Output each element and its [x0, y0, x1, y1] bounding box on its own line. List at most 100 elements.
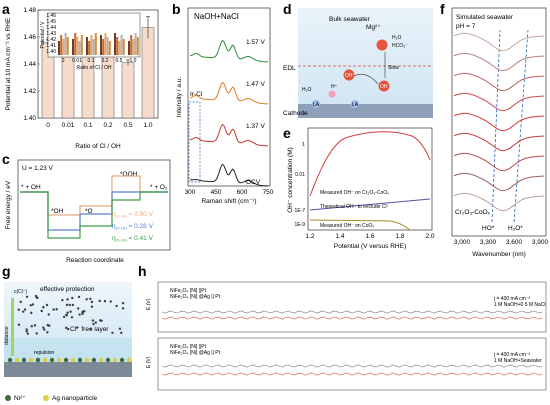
panel-c-ylabel: Free energy / eV	[5, 180, 12, 229]
surface-particle-17	[126, 357, 132, 363]
chloride-dot-18	[76, 307, 80, 310]
surface-particle-4	[35, 357, 41, 363]
chloride-dot-44	[46, 331, 49, 334]
surface-particle-1	[14, 357, 20, 363]
chloride-dot-52	[19, 300, 22, 304]
bottom-note-electrolyte: 1 M NaOH+Seawater	[494, 358, 542, 364]
chloride-dot-30	[121, 307, 125, 310]
panel-e-label: e	[283, 125, 291, 141]
inset-x-tick-5: 1.0	[130, 58, 137, 64]
electrode-base	[4, 362, 132, 377]
inset-bar-1-0	[72, 39, 74, 55]
panel-f-subtitle: pH = 7	[456, 23, 476, 30]
panel-c-xlabel: Reaction coordinate	[66, 257, 124, 264]
panel-c-title: U = 1.23 V	[22, 165, 54, 172]
panel-a-xlabel: Ratio of Cl / OH	[75, 143, 121, 150]
panel-h-top-ylabel: E (V)	[146, 298, 152, 310]
h2o-bottom-label: H₂O	[302, 87, 312, 93]
raman-x-tick-2: 600	[237, 189, 248, 196]
spectrum-3	[453, 92, 545, 112]
spectrum-7	[453, 172, 545, 192]
series-cr2o3-coox	[309, 131, 431, 197]
mg-label: Mg²⁺	[366, 24, 381, 31]
inset-bar-2-3	[92, 39, 95, 55]
chloride-dot-6	[89, 297, 92, 301]
inset-bar-5-2	[132, 39, 135, 55]
panel-f-label: f	[440, 1, 445, 17]
chloride-dot-15	[90, 305, 94, 308]
raman-label-3: OCV	[246, 179, 261, 186]
inset-bar-2-4	[94, 33, 97, 55]
panel-f-chart: Simulated seawater pH = 7 Wavenumber (nm…	[451, 7, 549, 258]
panel-f-xlabel: Wavenumber (nm)	[472, 251, 526, 258]
chloride-dot-63	[42, 306, 45, 309]
inset-bar-2-0	[86, 37, 88, 55]
chloride-dot-38	[118, 327, 122, 330]
panel-f-sample-label: Cr₂O₃-CoOₓ	[455, 209, 491, 216]
hco3-label: HCO₃⁻	[392, 43, 408, 49]
chloride-dot-45	[17, 308, 20, 311]
inset-bar-1-1	[74, 33, 77, 55]
panel-a-chart: Potential at 10 mA cm⁻² vs RHE Ratio of …	[5, 7, 159, 150]
bar-5	[141, 27, 155, 119]
spectrum-6	[453, 152, 545, 172]
distance-axis-label: distance	[4, 326, 10, 345]
chloride-dot-47	[26, 332, 30, 335]
panel-d-background	[298, 8, 433, 118]
chloride-dot-34	[45, 303, 49, 307]
chloride-dot-11	[120, 331, 123, 335]
chloride-dot-68	[69, 310, 72, 313]
energy-path-2	[20, 191, 168, 239]
chloride-dot-59	[109, 300, 112, 303]
chloride-dot-58	[75, 326, 79, 329]
chloride-dot-3	[25, 328, 28, 331]
x-tick-1: 0.01	[62, 122, 75, 129]
inset-y-tick-2: 1.44	[46, 25, 56, 31]
inset-bar-4-2	[118, 41, 121, 55]
inset-bar-0-4	[66, 37, 69, 55]
chloride-dot-54	[89, 327, 92, 331]
chloride-dot-21	[25, 329, 28, 333]
raman-curve-2	[189, 123, 269, 147]
chloride-dot-36	[46, 323, 49, 327]
chloride-dot-37	[111, 331, 114, 334]
chloride-dot-22	[43, 328, 46, 331]
inset-bar-5-1	[130, 35, 133, 55]
inset-bar-0-1	[60, 35, 63, 55]
inset-bar-3-1	[102, 39, 105, 55]
panel-a-inset-xlabel: Ratio of Cl / OH	[76, 65, 111, 71]
ni-legend-marker	[5, 395, 11, 401]
inset-bar-4-0	[114, 33, 116, 55]
y-tick-2: 1.44	[23, 61, 36, 68]
surface-particle-7	[56, 357, 62, 363]
inset-bar-0-0	[58, 41, 60, 55]
f-x-tick-2: 3,600	[506, 239, 523, 246]
top-legend-1: NiFe₂O₄ [Ni] ||Pt	[170, 288, 207, 294]
chloride-dot-50	[30, 324, 33, 328]
e-x-tick-4: 2.0	[425, 233, 434, 240]
surface-particle-0	[7, 357, 13, 363]
panel-b-ylabel: Intensity / a.u.	[176, 77, 183, 118]
oh-ion-left	[343, 69, 355, 81]
chloride-dot-39	[99, 319, 102, 322]
panel-f-frame	[451, 7, 547, 237]
chloride-dot-8	[90, 300, 94, 304]
h2o-top-label: H₂O	[392, 35, 402, 41]
stability-trace-0-1	[161, 316, 543, 320]
inset-bar-3-4	[108, 41, 111, 55]
inset-y-tick-3: 1.43	[46, 31, 56, 37]
inset-y-tick-1: 1.45	[46, 19, 56, 25]
inset-bar-2-2	[90, 35, 93, 55]
concentration-axis-label: c(Cl⁻)	[14, 289, 28, 295]
chloride-dot-26	[31, 303, 35, 306]
spectrum-8	[453, 192, 545, 212]
panel-b-peak-label: Ir-Cl	[190, 91, 203, 98]
panel-f-h2o-label: H₂O*	[508, 225, 523, 232]
panel-c-frame	[17, 159, 171, 251]
spectrum-0	[453, 32, 545, 52]
inset-bar-5-3	[134, 33, 137, 55]
panel-e-chart: OH⁻ concentration (M) Potential (V versu…	[287, 127, 435, 250]
f-x-tick-0: 3,000	[454, 239, 471, 246]
